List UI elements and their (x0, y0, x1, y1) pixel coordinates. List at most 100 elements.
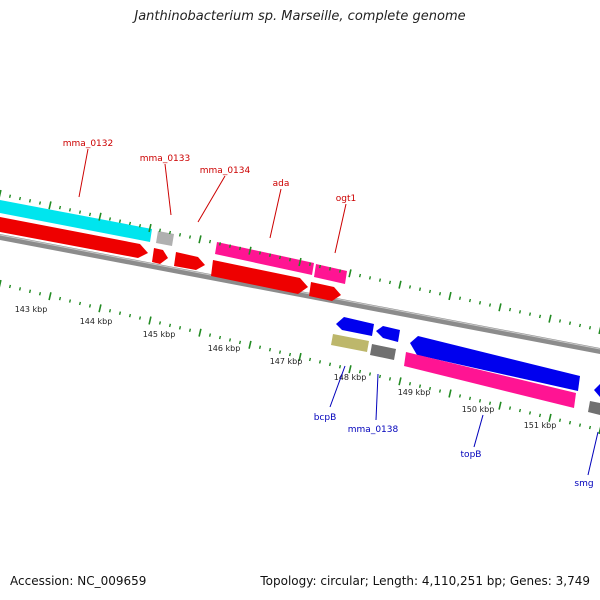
upper-tick-mark (138, 224, 142, 228)
feature-ogt1-gene[interactable] (314, 264, 347, 284)
gene-label-mma-0133[interactable]: mma_0133 (140, 154, 190, 164)
upper-tick-mark (448, 291, 452, 301)
feature-mma-0138-gene[interactable] (370, 344, 396, 360)
feature-smg-cds[interactable] (594, 384, 600, 397)
ruler-tick-label: 146 kbp (208, 344, 241, 353)
upper-tick-mark (288, 258, 292, 262)
feature-mma-0134-cds[interactable] (174, 252, 205, 270)
upper-tick-mark (58, 205, 62, 210)
upper-tick-mark (158, 228, 162, 232)
upper-tick-mark (178, 233, 182, 237)
feature-bcpB-gene[interactable] (331, 334, 369, 352)
feature-mma-0138-cds[interactable] (376, 326, 400, 342)
ruler-tick-mark (128, 313, 132, 318)
gene-label-topB[interactable]: topB (461, 450, 482, 460)
callout-line-bcpB (329, 365, 346, 408)
ruler-tick-mark (588, 425, 592, 430)
ruler-tick-mark (108, 309, 112, 313)
callout-line-smg (587, 431, 599, 476)
upper-tick-mark (258, 251, 262, 255)
ruler-tick-mark (148, 316, 152, 325)
ruler-tick-mark (538, 413, 542, 418)
ruler-tick-mark (598, 426, 600, 435)
genome-backbone (0, 234, 600, 354)
upper-tick-mark (308, 262, 312, 266)
ruler-tick-mark (378, 374, 382, 379)
ruler-tick-mark (278, 350, 282, 354)
feature-mma-0133-gene[interactable] (156, 231, 174, 246)
upper-tick-mark (318, 264, 322, 269)
ruler-tick-mark (318, 360, 322, 364)
upper-tick-mark (268, 253, 272, 257)
feature-bcpB-cds[interactable] (336, 317, 374, 336)
ruler-tick-mark (268, 347, 272, 352)
upper-tick-mark (568, 321, 572, 325)
feature-ada-cds[interactable] (211, 260, 308, 294)
ruler-tick-mark (388, 377, 392, 381)
feature-ada-gene[interactable] (215, 242, 314, 275)
feature-ogt1-cds[interactable] (309, 282, 341, 301)
upper-tick-mark (128, 221, 132, 226)
upper-tick-mark (208, 239, 212, 244)
ruler-tick-mark (138, 316, 142, 320)
feature-mma-0132-cds[interactable] (0, 217, 148, 258)
ruler-tick-mark (488, 401, 492, 405)
ruler-tick-mark (228, 338, 232, 342)
ruler-tick-mark (308, 357, 312, 362)
upper-tick-mark (378, 278, 382, 282)
feature-smg-gene[interactable] (588, 401, 600, 415)
ruler-tick-mark (218, 335, 222, 340)
ruler-tick-mark (88, 304, 92, 308)
ruler-tick-mark (298, 352, 302, 362)
gene-label-smg[interactable]: smg (574, 479, 593, 489)
gene-label-bcpB[interactable]: bcpB (314, 413, 337, 423)
ruler-tick-mark (448, 389, 452, 398)
ruler-tick-label: 144 kbp (80, 317, 113, 326)
feature-cyan-gene[interactable] (0, 200, 152, 242)
feature-topB-gene[interactable] (404, 352, 576, 408)
gene-label-mma-0134[interactable]: mma_0134 (200, 166, 251, 176)
callout-line-ogt1 (334, 203, 347, 254)
callout-line-mma-0133 (164, 163, 172, 216)
upper-tick-mark (68, 208, 72, 212)
upper-tick-mark (328, 267, 332, 271)
upper-tick-mark (478, 301, 482, 305)
gene-label-mma-0132[interactable]: mma_0132 (63, 139, 113, 149)
ruler-tick-mark (348, 365, 352, 374)
feature-mma-0133-cds[interactable] (152, 248, 168, 264)
upper-tick-mark (548, 314, 552, 323)
ruler-tick-mark (48, 292, 52, 301)
reverse-gene-labels: bcpB mma_0138 topB smg (314, 365, 599, 489)
ruler-tick-label: 150 kbp (462, 405, 495, 414)
upper-tick-mark (598, 326, 600, 335)
ruler-tick-mark (518, 408, 522, 413)
ruler-tick-label: 143 kbp (15, 305, 48, 314)
gene-label-mma-0138[interactable]: mma_0138 (348, 425, 399, 435)
ruler-tick-mark (428, 386, 432, 391)
upper-tick-mark (528, 312, 532, 316)
ruler-tick-mark (548, 413, 552, 422)
upper-tick-mark (398, 280, 402, 289)
upper-tick-mark (338, 269, 342, 273)
upper-tick-mark (8, 194, 12, 198)
feature-topB-cds[interactable] (410, 336, 580, 391)
ruler-tick-label: 145 kbp (143, 330, 176, 339)
ruler-tick-label: 148 kbp (334, 373, 367, 382)
map-title: Janthinobacterium sp. Marseille, complet… (134, 9, 466, 24)
ruler-tick-mark (28, 289, 32, 294)
ruler-tick-mark (358, 369, 362, 374)
upper-tick-mark (488, 303, 492, 307)
upper-tick-mark (18, 196, 22, 201)
upper-tick-track (0, 189, 600, 335)
gene-label-ogt1[interactable]: ogt1 (336, 194, 356, 204)
ruler-tick-mark (338, 365, 342, 369)
ruler-tick-mark (0, 279, 2, 288)
ruler-tick-mark (248, 340, 252, 349)
gene-label-ada[interactable]: ada (273, 179, 290, 189)
upper-tick-mark (508, 307, 512, 312)
upper-tick-mark (578, 323, 582, 328)
ruler-tick-mark (498, 401, 502, 410)
ruler-tick-mark (98, 304, 102, 313)
upper-tick-mark (418, 287, 422, 291)
